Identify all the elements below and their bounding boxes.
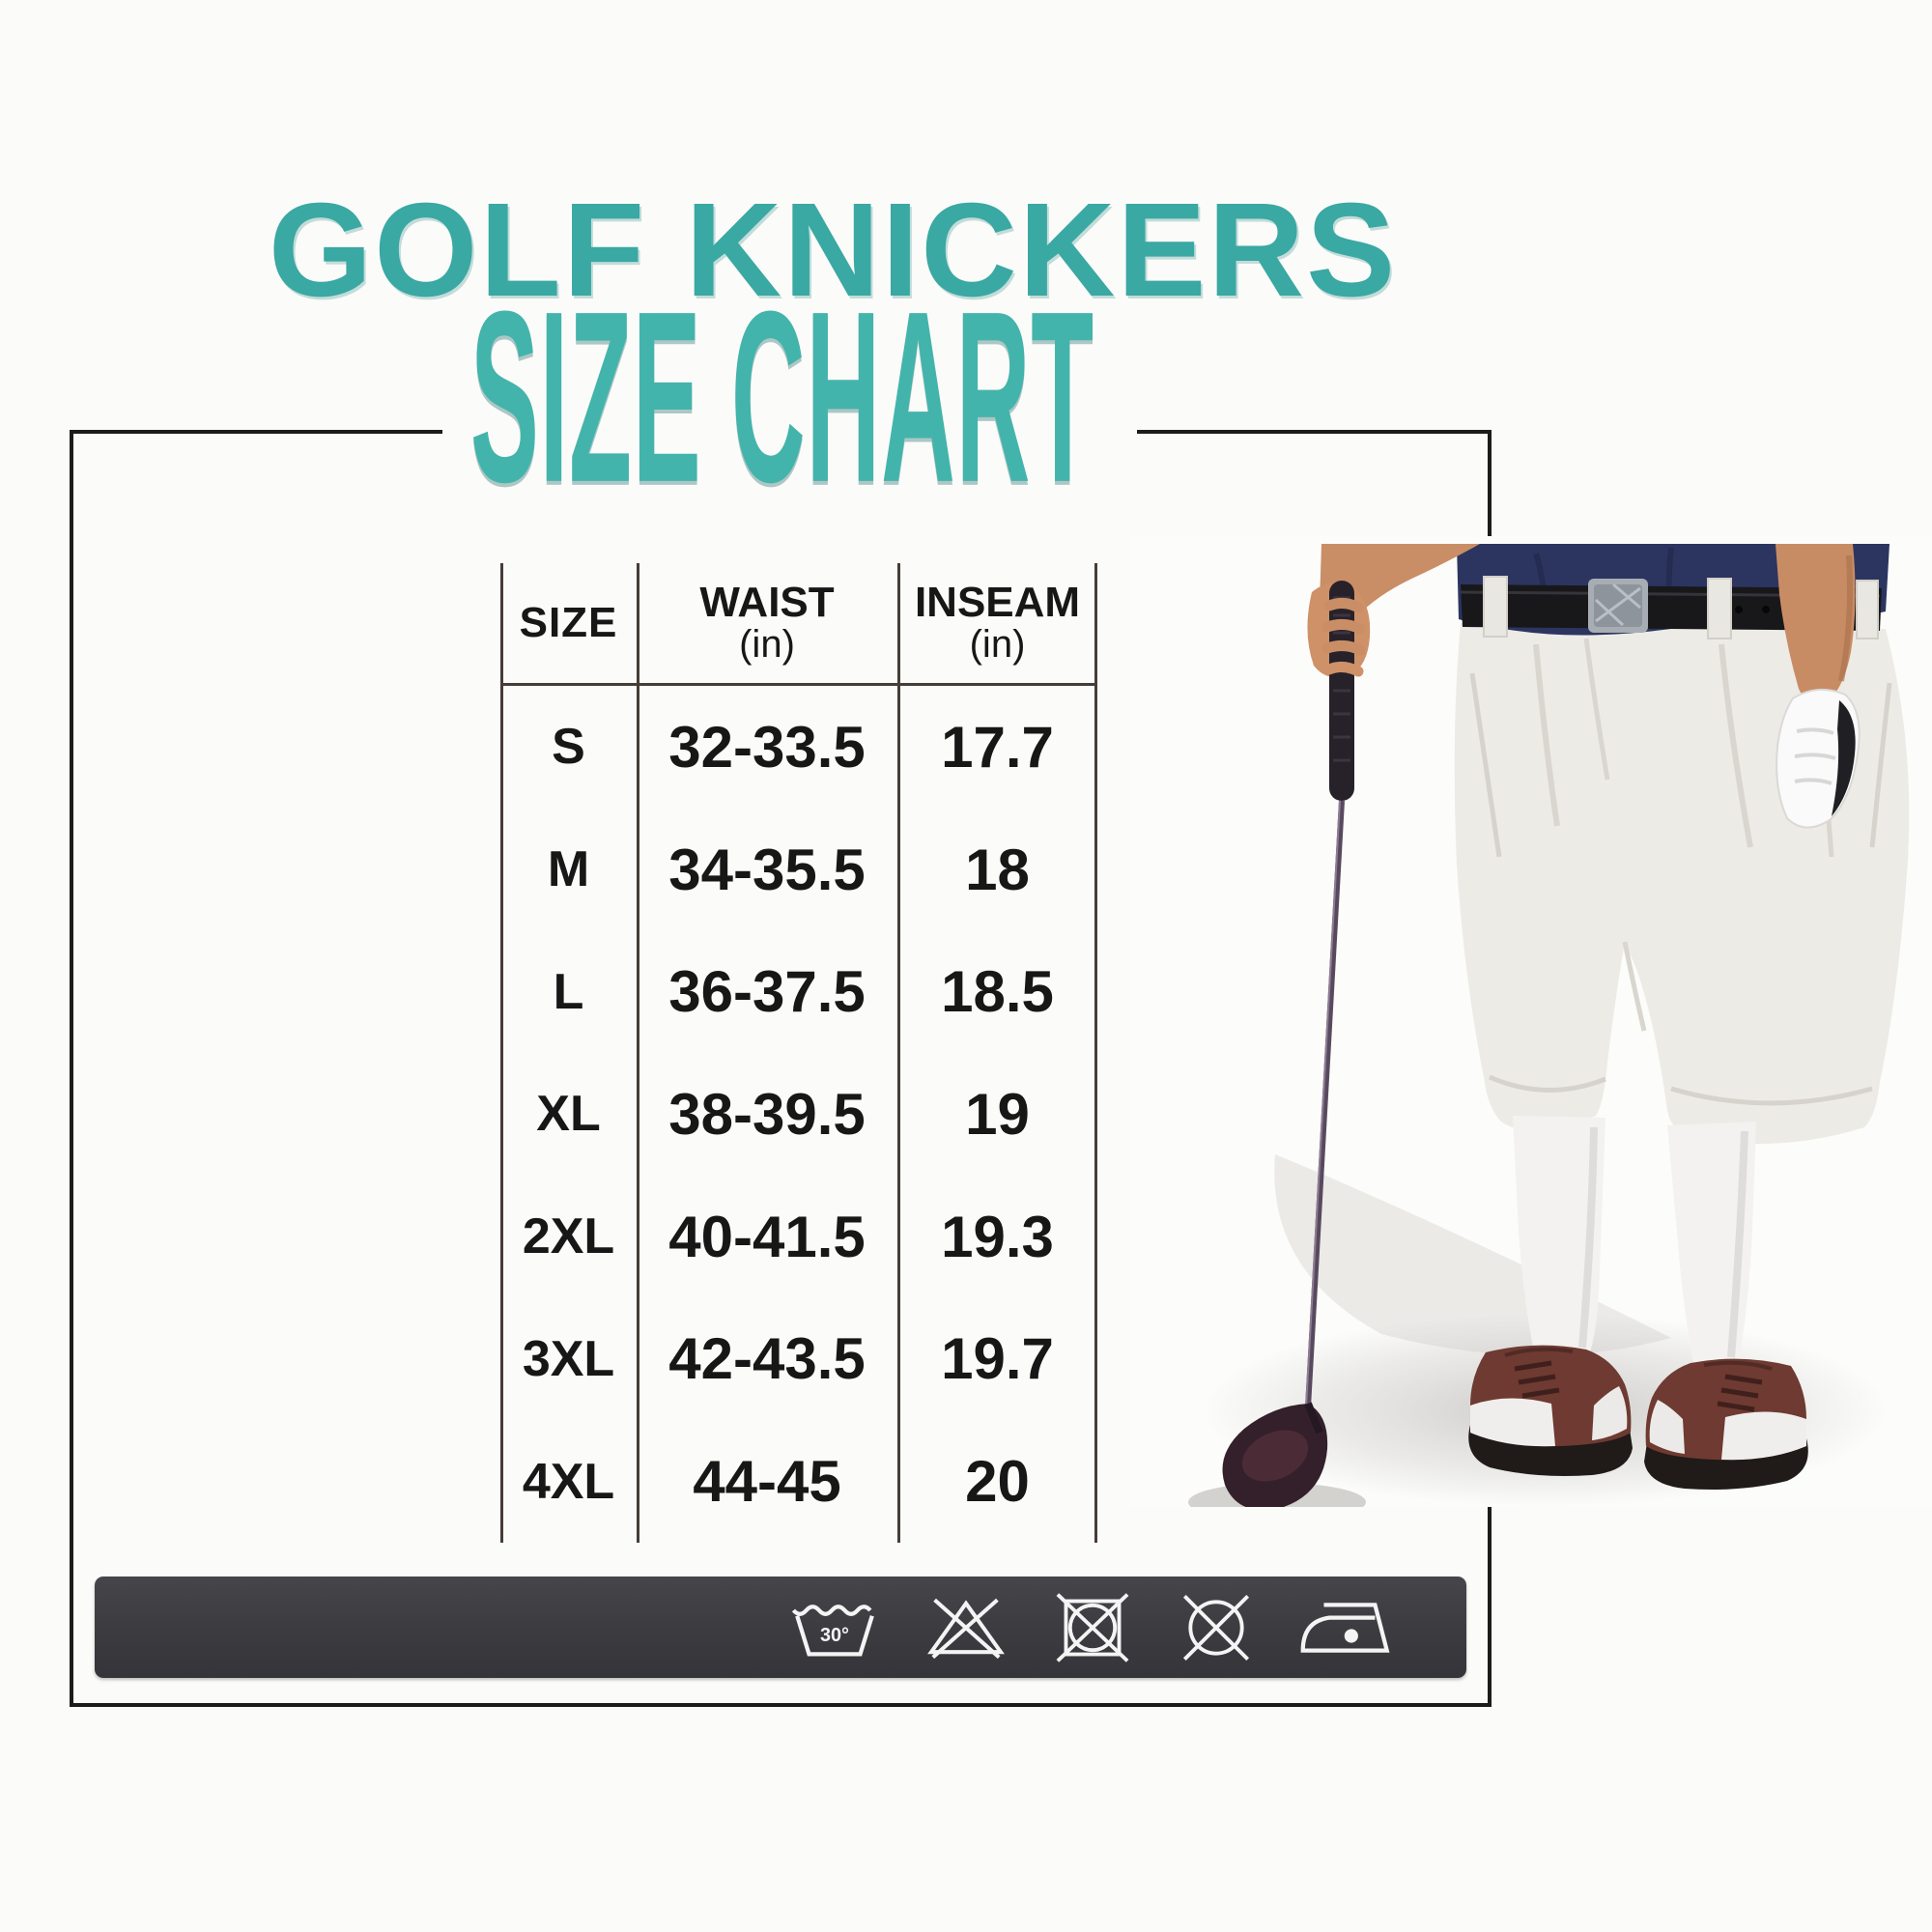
wash-temp-label: 30° [820,1625,849,1646]
inseam-cell: 18.5 [941,959,1054,1025]
size-cell: 4XL [522,1453,615,1510]
table-row: 4XL 44-45 20 [500,1420,1097,1543]
belt-loop [1707,578,1732,639]
frame-bottom-edge [70,1703,1492,1707]
size-table: SIZE WAIST (in) INSEAM (in) S 32-33.5 17… [500,563,1097,1543]
header-inseam-unit: (in) [969,623,1026,667]
club-shaft [1305,800,1345,1408]
club-head [1222,1402,1328,1507]
fingers [1321,597,1366,677]
page-title: GOLF KNICKERS [268,176,1398,325]
table-row: 3XL 42-43.5 19.7 [500,1298,1097,1421]
do-not-bleach-icon [927,1598,1005,1659]
belt-loop [1856,580,1879,639]
inseam-cell: 18 [965,837,1030,902]
waist-cell: 40-41.5 [668,1204,866,1269]
wash-30-icon: 30° [791,1604,874,1657]
table-header-underline [500,683,1097,686]
table-border-left [500,563,503,1543]
table-row: 2XL 40-41.5 19.3 [500,1176,1097,1298]
table-row: M 34-35.5 18 [500,809,1097,931]
golf-shoe [1644,1359,1808,1490]
frame-top-right-segment [1137,430,1492,434]
inseam-cell: 17.7 [941,714,1054,780]
waist-cell: 38-39.5 [668,1081,866,1147]
table-row: S 32-33.5 17.7 [500,686,1097,809]
table-divider-2 [897,563,900,1543]
inseam-cell: 19.3 [941,1204,1054,1269]
size-cell: S [552,719,585,776]
belt-buckle [1588,579,1648,633]
golf-shoe [1468,1345,1633,1476]
inseam-cell: 19 [965,1081,1030,1147]
frame-top-left-segment [70,430,442,434]
table-row: XL 38-39.5 19 [500,1053,1097,1176]
header-size: SIZE [519,599,618,646]
inseam-cell: 19.7 [941,1326,1054,1392]
table-border-right [1094,563,1097,1543]
page-subtitle: SIZE CHART [470,262,1094,534]
knee-socks [1513,1116,1756,1371]
club-shaft-highlight [1305,800,1341,1408]
table-header-row: SIZE WAIST (in) INSEAM (in) [500,563,1097,683]
size-cell: L [553,963,584,1020]
size-cell: 3XL [522,1330,615,1387]
inseam-cell: 20 [965,1449,1030,1515]
waist-cell: 36-37.5 [668,959,866,1025]
table-row: L 36-37.5 18.5 [500,930,1097,1053]
size-cell: 2XL [522,1208,615,1265]
gloved-arm [1776,544,1861,829]
size-cell: M [547,841,590,898]
iron-low-heat-icon [1300,1602,1390,1653]
header-waist: WAIST (in) [637,579,897,667]
table-body: S 32-33.5 17.7 M 34-35.5 18 L 36-37.5 18… [500,686,1097,1543]
do-not-dry-clean-icon [1182,1594,1250,1661]
header-inseam: INSEAM (in) [897,579,1097,667]
care-instructions-bar: 30° [95,1577,1466,1678]
waist-cell: 32-33.5 [668,714,866,780]
waist-cell: 44-45 [693,1449,841,1515]
frame-left-edge [70,430,73,1707]
header-inseam-label: INSEAM [914,579,1081,627]
golf-glove [1776,688,1861,829]
waist-cell: 34-35.5 [668,837,866,902]
do-not-tumble-dry-icon [1056,1592,1129,1662]
belt-loop [1483,576,1508,638]
header-waist-label: WAIST [699,579,835,627]
waist-cell: 42-43.5 [668,1326,866,1392]
size-cell: XL [536,1086,601,1143]
header-waist-unit: (in) [739,623,795,667]
table-divider-1 [637,563,639,1543]
golfer-photo [1130,536,1932,1507]
club-grip [1329,581,1354,801]
